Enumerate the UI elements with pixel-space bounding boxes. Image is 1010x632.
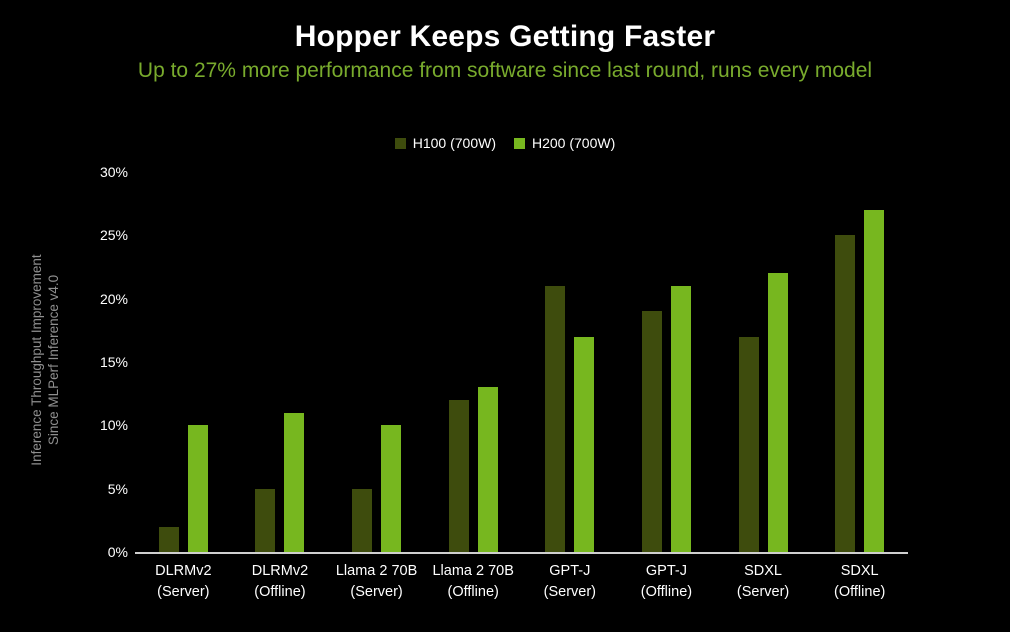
bar-h200-gpt-j-server	[574, 336, 595, 552]
x-label-line1: SDXL	[840, 563, 879, 579]
x-label-line1: GPT-J	[549, 563, 591, 579]
y-tick-label-20: 20%	[99, 290, 128, 307]
x-axis-label-dlrmv2-server: DLRMv2 (Server)	[135, 561, 232, 603]
bar-group-dlrmv2-offline	[232, 172, 329, 552]
y-tick-label-5: 5%	[107, 480, 128, 497]
bar-h100-sdxl-offline	[835, 235, 856, 552]
bar-h200-sdxl-offline	[864, 210, 885, 552]
legend-swatch-icon	[514, 137, 525, 149]
legend-label: H100 (700W)	[412, 135, 496, 151]
x-label-line2: (Server)	[543, 584, 596, 600]
x-label-line1: Llama 2 70B	[432, 563, 514, 579]
bar-group-sdxl-server	[715, 172, 812, 552]
x-axis-labels: DLRMv2 (Server) DLRMv2 (Offline) Llama 2 70B…	[135, 561, 908, 603]
bar-group-llama-2-70b-offline	[425, 172, 522, 552]
x-axis-label-sdxl-offline: SDXL (Offline)	[811, 561, 908, 603]
legend-item-h100-700w: H100 (700W)	[394, 135, 496, 151]
bar-group-llama-2-70b-server	[328, 172, 425, 552]
bar-group-dlrmv2-server	[135, 172, 232, 552]
x-label-line1: GPT-J	[645, 563, 687, 579]
plot-area	[135, 172, 908, 554]
x-label-line2: (Server)	[736, 584, 790, 600]
bar-h100-llama-2-70b-server	[352, 488, 373, 552]
bar-group-sdxl-offline	[811, 172, 908, 552]
x-label-line1: DLRMv2	[251, 563, 309, 579]
y-tick-label-30: 30%	[99, 164, 128, 180]
bar-h100-llama-2-70b-offline	[448, 400, 469, 552]
legend-swatch-icon	[394, 137, 406, 149]
page-title: Hopper Keeps Getting Faster	[294, 20, 716, 53]
x-label-line2: (Server)	[157, 584, 210, 600]
x-label-line2: (Offline)	[640, 584, 693, 600]
bar-h100-gpt-j-offline	[641, 311, 662, 552]
x-label-line2: (Offline)	[254, 584, 306, 600]
page-subtitle: Up to 27% more performance from software…	[137, 59, 873, 82]
x-axis-label-sdxl-server: SDXL (Server)	[715, 561, 812, 603]
x-axis-label-dlrmv2-offline: DLRMv2 (Offline)	[232, 561, 329, 603]
x-label-line1: Llama 2 70B	[335, 563, 418, 579]
bar-h200-llama-2-70b-server	[381, 425, 402, 552]
bar-h200-dlrmv2-offline	[284, 412, 305, 552]
y-tick-label-25: 25%	[99, 227, 128, 244]
bar-h100-dlrmv2-offline	[255, 488, 276, 552]
chart-legend: H100 (700W) H200 (700W)	[0, 135, 1010, 151]
y-axis-title-line1: Inference Throughput Improvement	[29, 254, 44, 466]
y-tick-label-15: 15%	[99, 354, 128, 370]
legend-item-h200-700w: H200 (700W)	[514, 135, 615, 151]
y-tick-label-0: 0%	[107, 544, 128, 560]
bar-h200-llama-2-70b-offline	[477, 387, 498, 552]
x-label-line2: (Offline)	[834, 584, 886, 600]
bar-h100-dlrmv2-server	[158, 526, 179, 552]
x-axis-label-llama-2-70b-offline: Llama 2 70B (Offline)	[425, 561, 522, 603]
bar-h200-sdxl-server	[767, 273, 788, 552]
x-label-line1: SDXL	[744, 563, 782, 579]
bar-group-gpt-j-offline	[618, 172, 715, 552]
x-label-line2: (Server)	[350, 584, 403, 600]
x-label-line1: DLRMv2	[155, 563, 212, 579]
x-label-line2: (Offline)	[447, 584, 499, 600]
x-axis-label-llama-2-70b-server: Llama 2 70B (Server)	[328, 561, 425, 603]
bar-h200-gpt-j-offline	[670, 286, 691, 552]
legend-label: H200 (700W)	[532, 135, 616, 151]
bar-h100-sdxl-server	[738, 336, 759, 552]
x-axis-label-gpt-j-server: GPT-J (Server)	[522, 561, 619, 603]
bar-group-gpt-j-server	[522, 172, 619, 552]
bar-h100-gpt-j-server	[545, 286, 566, 552]
y-axis-title: Inference Throughput Improvement Since M…	[28, 254, 62, 465]
x-axis-label-gpt-j-offline: GPT-J (Offline)	[618, 561, 715, 603]
bar-h200-dlrmv2-server	[187, 425, 208, 552]
y-tick-label-10: 10%	[99, 417, 128, 434]
